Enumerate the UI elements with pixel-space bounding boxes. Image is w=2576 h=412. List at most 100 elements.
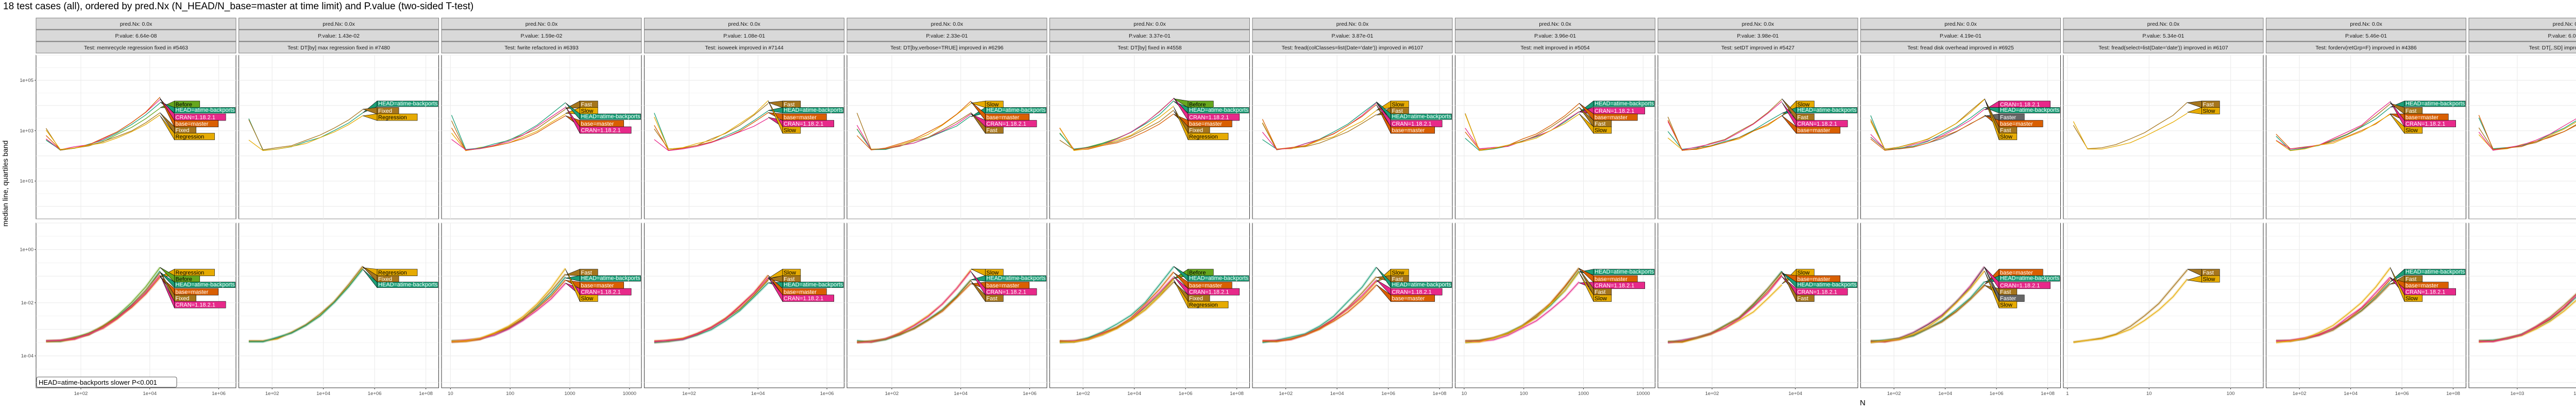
direct-label-box (2201, 275, 2220, 283)
direct-label-box (1188, 275, 1249, 282)
median-line-slow (1870, 270, 1985, 343)
strip-test-name: Test: melt improved in #5054 (1520, 45, 1589, 51)
strip-pred-nx: pred.Nx: 0.0x (2553, 21, 2576, 27)
x-tick-label: 1e+06 (1179, 391, 1193, 397)
median-line-head-atime-backports (451, 102, 566, 150)
direct-label-box (174, 120, 219, 127)
median-line-fast (1465, 267, 1580, 341)
direct-label: CRAN=1.18.2.1 (176, 302, 215, 308)
facet-strip (1657, 18, 1858, 30)
direct-label: Fast (987, 296, 997, 302)
direct-label: base=master (581, 283, 614, 289)
direct-label-box (1998, 275, 2060, 282)
direct-label: CRAN=1.18.2.1 (1798, 289, 1837, 296)
facet-strip (1049, 41, 1250, 54)
facet-strip (1657, 29, 1858, 42)
median-line-fast (857, 280, 972, 343)
panel-seconds: HEAD=atime-backports Fastbase=masterCRAN=… (2266, 222, 2466, 397)
facet-panel-9: pred.Nx: 0.0x P.value: 3.98e-01 Test: setD… (1657, 18, 1858, 397)
strip-p-value: P.value: 3.37e-01 (1129, 33, 1171, 39)
median-line-base-master (451, 280, 566, 342)
direct-label: HEAD=atime-backports (784, 282, 843, 288)
facet-panel-7: pred.Nx: 0.0x P.value: 3.87e-01 Test: frea… (1252, 18, 1453, 397)
facet-strip (2063, 29, 2264, 42)
strip-test-name: Test: fread(select=list(Date='date')) im… (2098, 45, 2228, 51)
direct-label: Regression (378, 270, 407, 276)
direct-label: CRAN=1.18.2.1 (987, 289, 1026, 296)
annotation-text: HEAD=atime-backports slower P<0.001 (39, 379, 157, 386)
direct-label-box (985, 107, 1046, 113)
median-line-slow (2073, 279, 2188, 343)
direct-label: HEAD=atime-backports (2000, 276, 2060, 282)
direct-label-box (2201, 107, 2220, 114)
panel-background (1455, 222, 1655, 388)
direct-label: Slow (2000, 302, 2012, 308)
x-tick-label: 1e+04 (751, 391, 765, 397)
facet-panel-1: pred.Nx: 0.0x P.value: 6.64e-08 Test: memr… (20, 18, 236, 397)
y-tick-label: 1e+05 (20, 78, 33, 83)
direct-label-box (377, 100, 438, 107)
facet-strip (2063, 41, 2264, 54)
direct-label: base=master (1798, 277, 1831, 283)
direct-label-box (1593, 282, 1645, 289)
facet-strip (1860, 18, 2061, 30)
x-tick-label: 1e+02 (682, 391, 696, 397)
strip-p-value: P.value: 1.08e-01 (723, 33, 765, 39)
facet-panel-11: pred.Nx: 0.0x P.value: 5.34e-01 Test: frea… (2063, 18, 2264, 397)
facet-panel-8: pred.Nx: 0.0x P.value: 3.96e-01 Test: melt… (1455, 18, 1655, 397)
direct-label: CRAN=1.18.2.1 (581, 128, 621, 134)
direct-label-box (1998, 301, 2018, 308)
facet-strip (2063, 18, 2264, 30)
x-tick-label: 10000 (1636, 391, 1650, 397)
direct-label: Fast (987, 128, 997, 134)
panel-kilobytes: HEAD=atime-backportsCRAN=1.18.2.1base=ma… (1455, 55, 1655, 219)
direct-label-box (174, 282, 235, 288)
median-line-cran-1-18-2-1 (2276, 277, 2391, 341)
median-line-regression (1059, 106, 1174, 151)
panel-background (2468, 55, 2576, 219)
strip-test-name: Test: fwrite refactored in #6393 (504, 45, 579, 51)
direct-label: base=master (1798, 128, 1831, 134)
strip-test-name: Test: isoweek improved in #7144 (705, 45, 783, 51)
direct-label-box (1593, 113, 1638, 121)
facet-strip (1049, 29, 1250, 42)
x-tick-label: 1e+08 (419, 391, 433, 397)
strip-pred-nx: pred.Nx: 0.0x (120, 21, 152, 27)
direct-label: Slow (581, 296, 594, 302)
facet-panel-6: pred.Nx: 0.0x P.value: 3.37e-01 Test: DT[b… (1049, 18, 1250, 397)
median-line-base-master (1465, 103, 1580, 150)
facet-panel-5: pred.Nx: 0.0x P.value: 2.33e-01 Test: DT[b… (846, 18, 1047, 397)
direct-label-box (174, 133, 215, 140)
x-tick-label: 1e+06 (2395, 391, 2409, 397)
median-line-head-atime-backports (1262, 267, 1377, 343)
direct-label-box (1593, 269, 1655, 275)
direct-label-box (985, 126, 1004, 134)
strip-pred-nx: pred.Nx: 0.0x (2350, 21, 2382, 27)
direct-label: CRAN=1.18.2.1 (1189, 115, 1229, 121)
facet-strip (441, 18, 642, 30)
direct-label: base=master (784, 289, 817, 296)
direct-label: CRAN=1.18.2.1 (1595, 108, 1634, 114)
direct-label: Fast (2203, 270, 2214, 276)
median-line-head-atime-backports (248, 269, 363, 342)
direct-label: HEAD=atime-backports (1798, 282, 1857, 288)
median-line-slow (1870, 99, 1985, 150)
direct-label: CRAN=1.18.2.1 (1189, 289, 1229, 296)
direct-label: CRAN=1.18.2.1 (1595, 283, 1634, 289)
direct-label: Before (1189, 270, 1206, 276)
median-line-head-atime-backports (654, 282, 769, 343)
direct-label-box (174, 288, 219, 296)
panel-seconds: SlowFastHEAD=atime-backportsCRAN=1.18.2.… (1252, 222, 1453, 397)
direct-label: base=master (1189, 283, 1222, 289)
y-tick-label: 1e+01 (20, 179, 33, 184)
strip-p-value: P.value: 5.46e-01 (2345, 33, 2387, 39)
direct-label: CRAN=1.18.2.1 (2405, 121, 2445, 127)
facet-strip (1455, 29, 1655, 42)
median-line-faster (1870, 266, 1985, 343)
median-line-fast (856, 112, 971, 150)
median-line-cran-1-18-2-1 (1059, 277, 1174, 342)
panel-kilobytes: SlowFastHEAD=atime-backportsCRAN=1.18.2.… (2468, 55, 2576, 219)
direct-label: Fast (2203, 102, 2214, 108)
direct-label: base=master (1595, 115, 1628, 121)
